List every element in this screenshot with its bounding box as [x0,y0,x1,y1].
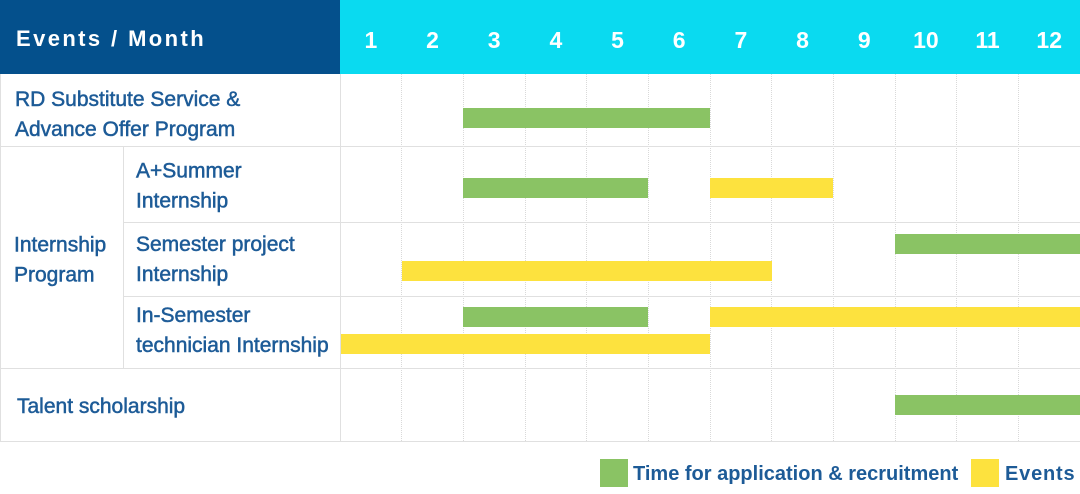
legend-swatch-recruitment [600,459,628,487]
bar-events-row4-m7-m12 [710,307,1080,327]
month-header-8: 8 [796,26,809,53]
row-label-in-semester: In-Semester technician Internship [123,295,340,367]
month-gridline-2 [462,74,464,441]
month-gridline-4 [586,74,588,441]
month-header-2: 2 [426,26,439,53]
month-gridline-8 [832,74,834,441]
row-label-a-plus-summer-line1: A+Summer [136,159,242,183]
row-label-a-plus-summer: A+Summer Internship [123,149,340,225]
row-label-semester-project-line1: Semester project [136,233,295,257]
row-label-rd-substitute-line1: RD Substitute Service & [15,88,241,112]
month-header-1: 1 [364,26,378,53]
bar-recruitment-row5-m10-m12 [895,394,1080,415]
table-bottom-border [0,441,1080,442]
row-label-internship-program-line2: Program [14,263,95,287]
row-label-talent: Talent scholarship [0,370,335,443]
header-corner-label: Events / Month [16,25,207,51]
row-label-rd-substitute: RD Substitute Service & Advance Offer Pr… [0,79,335,151]
month-gridline-9 [894,74,896,441]
month-header-7: 7 [734,26,748,53]
row-label-rd-substitute-line2: Advance Offer Program [15,118,236,142]
bar-recruitment-row4-m3-m5 [463,307,649,327]
row-label-semester-project: Semester project Internship [123,223,340,297]
bar-recruitment-row2-m3-m5 [463,178,649,198]
month-gridline-10 [956,74,958,441]
month-gridline-3 [524,74,526,441]
month-header-5: 5 [611,26,624,53]
legend-swatch-events [971,459,999,487]
row-label-in-semester-line1: In-Semester [136,304,251,328]
row-label-internship-program-line1: Internship [14,233,107,257]
bar-recruitment-row3-m10-m12 [895,234,1080,254]
month-header-11: 11 [975,26,1000,53]
month-gridline-1 [401,74,403,441]
group-column-divider [123,146,124,368]
month-gridline-11 [1017,74,1019,441]
table-left-border [0,74,1,441]
month-header-12: 12 [1036,26,1063,53]
row-label-a-plus-summer-line2: Internship [136,189,229,213]
gantt-grid [340,74,1080,441]
row-divider-4 [0,368,1080,369]
month-header-row: 1 2 3 4 5 6 7 8 9 10 11 12 [340,0,1080,74]
bar-events-row4-m1-m6 [340,334,710,354]
row-label-semester-project-line2: Internship [136,263,229,287]
row-divider-3 [123,296,1080,297]
month-header-9: 9 [857,26,871,53]
month-header-10: 10 [913,26,939,53]
month-gridline-5 [647,74,649,441]
bar-events-row3-m2-m7 [401,261,772,281]
month-gridline-7 [771,74,773,441]
month-gridline-6 [709,74,711,441]
row-label-talent-line1: Talent scholarship [17,394,186,418]
header-corner-cell: Events / Month [0,0,340,74]
bar-events-row2-m7-m8 [710,178,834,198]
month-header-4: 4 [549,26,563,53]
legend-label-recruitment: Time for application & recruitment [633,463,959,485]
label-grid-divider [340,74,341,441]
month-header-3: 3 [487,26,501,53]
month-header-6: 6 [672,26,686,53]
row-divider-1 [0,146,1080,147]
row-divider-2 [123,222,1080,223]
row-label-internship-program: Internship Program [0,150,123,372]
legend-label-events: Events [1005,463,1076,485]
bar-recruitment-row1-m3-m6 [463,108,710,128]
row-label-in-semester-line2: technician Internship [136,334,329,358]
